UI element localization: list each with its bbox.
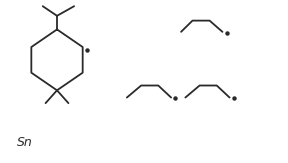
Text: Sn: Sn — [17, 136, 33, 149]
